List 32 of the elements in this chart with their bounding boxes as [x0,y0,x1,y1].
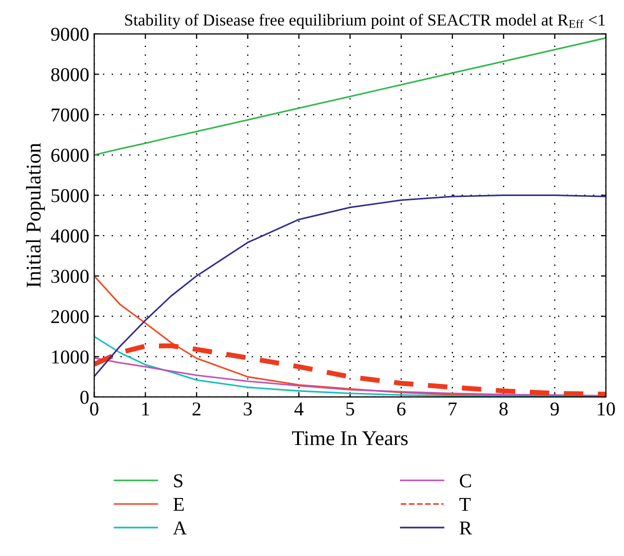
x-tick-label: 8 [499,402,508,416]
x-tick-label: 6 [397,402,406,416]
y-tick-label: 2000 [51,310,89,324]
legend-label: R [460,522,472,534]
y-axis-title: Initial Population [26,143,45,288]
x-tick-label: 10 [598,402,615,416]
x-tick-label: 5 [346,402,354,416]
legend-label: A [173,522,187,534]
x-tick-label: 2 [192,402,200,416]
legend-label: S [174,474,182,488]
y-tick-label: 0 [80,390,89,404]
y-tick-label: 6000 [51,148,89,162]
x-tick-label: 9 [550,402,559,416]
y-tick-label: 7000 [52,108,89,122]
x-tick-label: 7 [448,402,457,416]
x-axis-title: Time In Years [292,431,408,446]
x-tick-label: 3 [244,402,252,416]
legend-label: T [459,498,471,511]
line-series [94,194,606,378]
line-series [94,37,606,156]
y-tick-label: 5000 [52,189,89,202]
legend-label: C [460,474,471,488]
y-tick-label: 4000 [50,229,89,243]
y-tick-label: 1000 [52,350,89,364]
y-tick-label: 8000 [51,68,89,82]
legend-label: E [173,498,184,511]
chart-title: Stability of Disease free equilibrium point of SEACTR model at R$_{Eff}$ <1 [125,14,605,30]
y-tick-label: 9000 [51,28,89,41]
x-tick-label: 0 [90,402,98,416]
x-tick-label: 1 [142,402,150,416]
x-tick-label: 4 [294,402,304,416]
y-tick-label: 3000 [51,270,89,283]
